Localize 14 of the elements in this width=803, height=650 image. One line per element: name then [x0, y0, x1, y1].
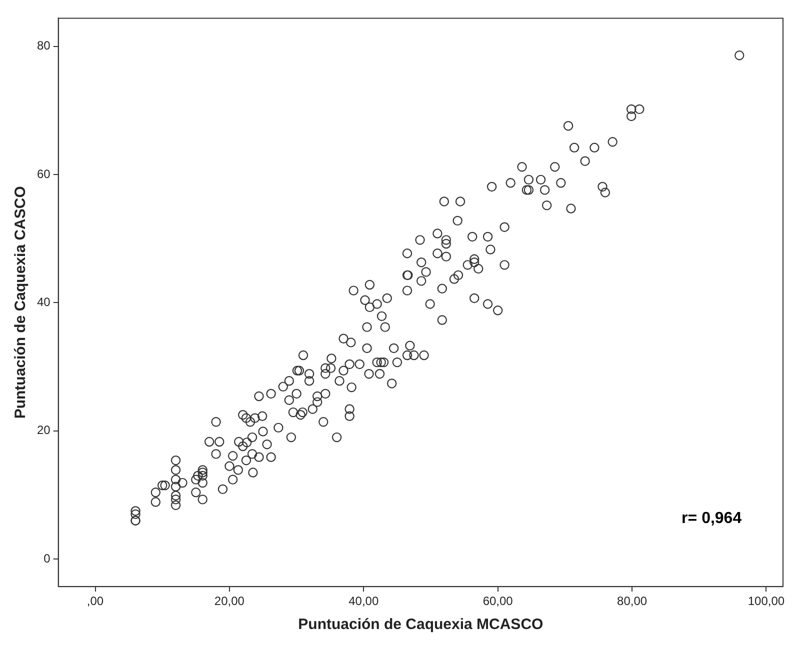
y-tick-label: 0 [44, 551, 51, 566]
x-tick-label: 20,00 [214, 594, 245, 608]
y-tick-label: 60 [36, 166, 51, 181]
x-tick-label: 60,00 [482, 594, 514, 608]
x-tick-label: ,00 [86, 594, 104, 608]
x-tick-label: 40,00 [348, 594, 379, 608]
y-tick-label: 20 [36, 423, 51, 438]
x-axis-title: Puntuación de Caquexia MCASCO [298, 616, 544, 634]
y-tick-label: 40 [36, 295, 51, 310]
y-axis-title: Puntuación de Caquexia CASCO [12, 186, 30, 419]
x-tick-label: 100,00 [748, 594, 785, 608]
y-tick-label: 80 [36, 38, 51, 53]
annotation: r= 0,964 [682, 510, 742, 527]
x-tick-label: 80,00 [617, 594, 648, 608]
